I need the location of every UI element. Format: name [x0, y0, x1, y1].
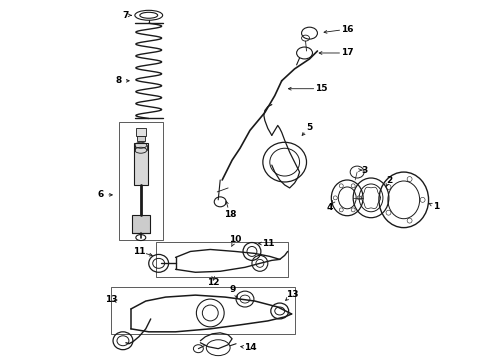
Bar — [134, 143, 148, 185]
Bar — [156, 242, 288, 277]
Text: 12: 12 — [207, 278, 220, 287]
Text: 2: 2 — [386, 176, 392, 185]
Text: 1: 1 — [433, 202, 440, 211]
Text: 4: 4 — [326, 203, 333, 212]
Text: 11: 11 — [262, 239, 274, 248]
Text: 15: 15 — [315, 84, 328, 93]
Text: 14: 14 — [244, 343, 256, 352]
Text: 10: 10 — [229, 235, 241, 244]
Text: 11: 11 — [133, 247, 145, 256]
Text: 9: 9 — [230, 285, 236, 294]
Text: 16: 16 — [341, 25, 353, 34]
Text: 8: 8 — [116, 76, 122, 85]
Text: 6: 6 — [98, 190, 104, 199]
Text: 13: 13 — [105, 294, 117, 303]
Text: 3: 3 — [361, 166, 367, 175]
Text: 5: 5 — [306, 123, 313, 132]
Text: 7: 7 — [122, 11, 129, 20]
Bar — [137, 136, 145, 141]
Text: 18: 18 — [224, 210, 236, 219]
Text: 17: 17 — [341, 49, 353, 58]
Bar — [136, 129, 146, 136]
Text: 13: 13 — [286, 289, 299, 298]
Bar — [132, 215, 150, 233]
Bar — [111, 287, 294, 334]
Bar — [119, 122, 163, 239]
